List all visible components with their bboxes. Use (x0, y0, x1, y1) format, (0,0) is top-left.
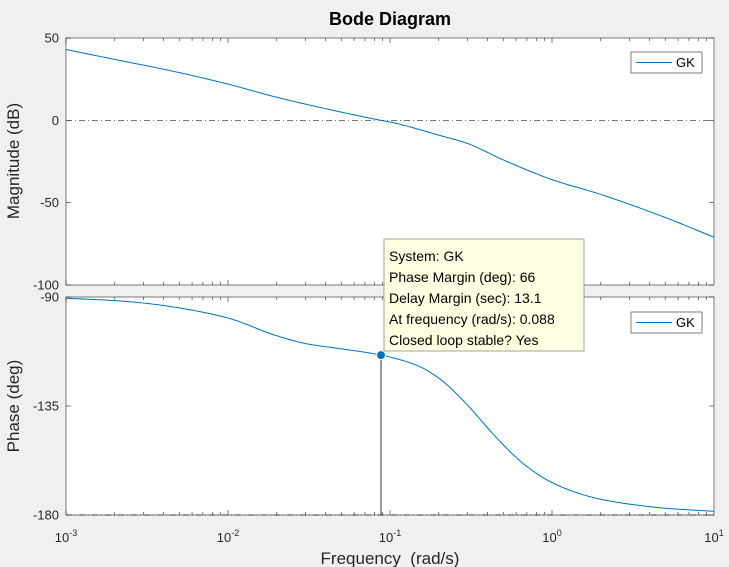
phase-axis-label: Phase (deg) (4, 360, 23, 453)
datatip-stability: Closed loop stable? Yes (389, 332, 538, 348)
frequency-x-tick-label: 10-3 (55, 528, 77, 545)
datatip-delay-margin: Delay Margin (sec): 13.1 (389, 290, 542, 306)
phase-series-line-gk[interactable] (65, 297, 715, 512)
frequency-x-tick-label: 10-2 (217, 528, 239, 545)
magnitude-y-tick-label: -100 (33, 278, 59, 293)
frequency-x-tick-label: 10-1 (379, 528, 401, 545)
phase-y-tick-label: -135 (33, 399, 59, 414)
magnitude-axes[interactable]: 50 0 -50 -100 Magnitude (dB) GK (4, 31, 715, 293)
magnitude-series-line-gk[interactable] (65, 49, 715, 238)
magnitude-legend[interactable]: GK (630, 51, 703, 74)
datatip[interactable]: System: GK Phase Margin (deg): 66 Delay … (383, 238, 585, 352)
datatip-system: System: GK (389, 248, 464, 264)
chart-title: Bode Diagram (329, 9, 451, 29)
magnitude-tick-marks (65, 37, 714, 286)
frequency-axis-label: Frequency (rad/s) (321, 549, 460, 567)
magnitude-y-tick-label: 50 (45, 31, 59, 46)
phase-legend-label: GK (676, 315, 695, 330)
frequency-x-tick-label: 100 (542, 528, 561, 545)
phase-y-tick-label: -90 (40, 290, 59, 305)
phase-axes[interactable]: -90 -135 -180 10-3 10-2 10-1 100 101 Phase (de… (4, 290, 724, 567)
magnitude-y-tick-labels: 50 0 -50 -100 (33, 31, 59, 293)
phase-y-tick-label: -180 (33, 508, 59, 523)
phase-legend[interactable]: GK (630, 311, 703, 334)
datatip-box (383, 238, 585, 352)
frequency-x-tick-labels: 10-3 10-2 10-1 100 101 (55, 528, 724, 545)
phase-y-tick-labels: -90 -135 -180 (33, 290, 59, 523)
datatip-phase-margin: Phase Margin (deg): 66 (389, 269, 536, 285)
magnitude-y-tick-label: 0 (52, 113, 59, 128)
magnitude-y-tick-label: -50 (40, 195, 59, 210)
datatip-frequency: At frequency (rad/s): 0.088 (389, 311, 555, 327)
magnitude-axis-label: Magnitude (dB) (4, 103, 23, 219)
phase-margin-marker[interactable] (376, 350, 387, 361)
magnitude-legend-label: GK (676, 55, 695, 70)
frequency-x-tick-label: 101 (704, 528, 723, 545)
